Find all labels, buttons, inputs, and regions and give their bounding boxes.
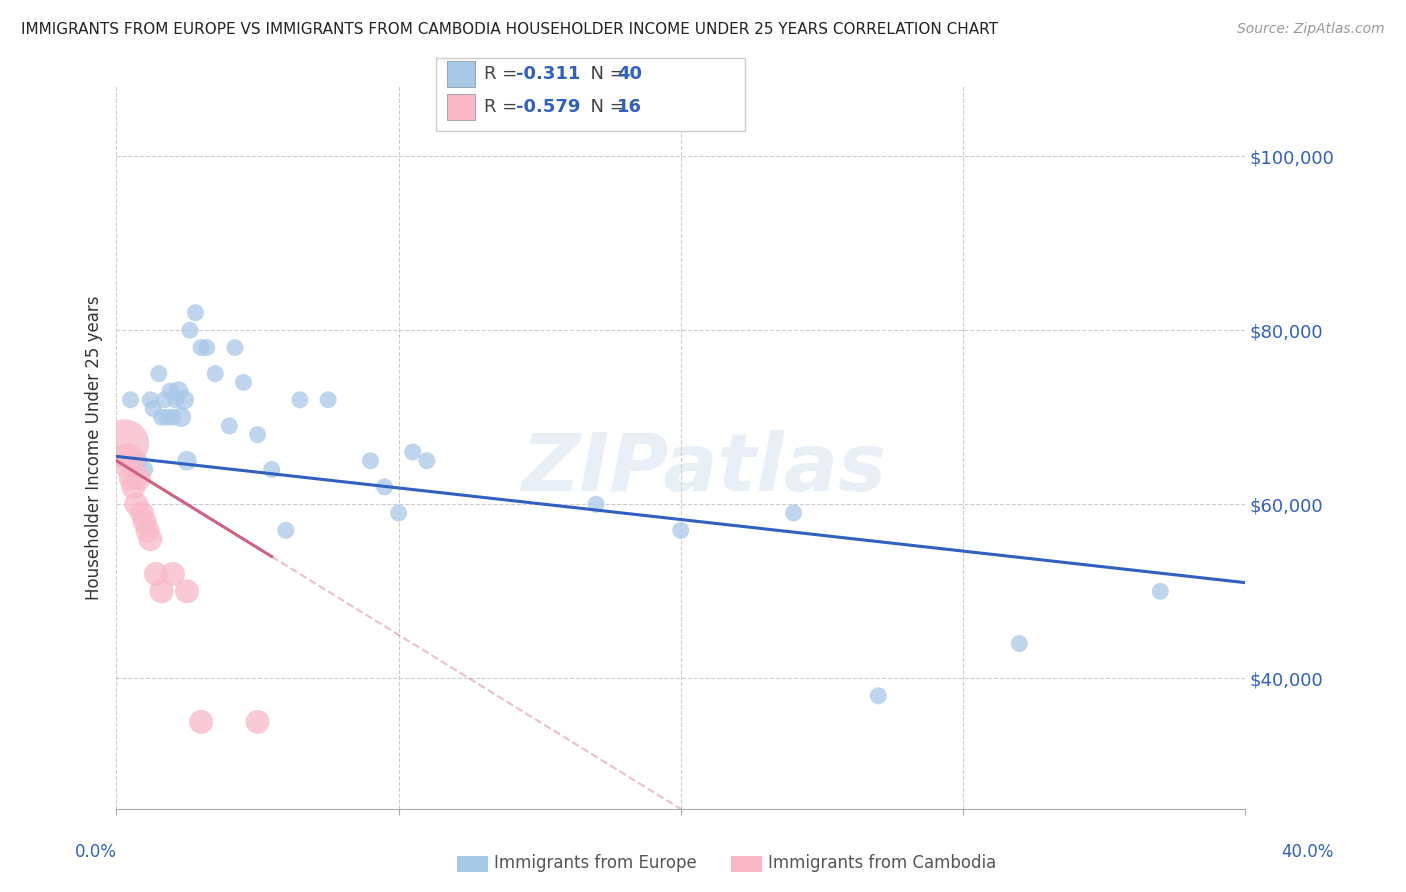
- Point: [316, 392, 339, 407]
- Point: [134, 462, 156, 476]
- Text: 0.0%: 0.0%: [75, 843, 117, 861]
- Point: [145, 566, 167, 581]
- Point: [128, 471, 150, 485]
- Text: 16: 16: [617, 98, 643, 116]
- Point: [373, 480, 395, 494]
- Point: [1149, 584, 1171, 599]
- Text: IMMIGRANTS FROM EUROPE VS IMMIGRANTS FROM CAMBODIA HOUSEHOLDER INCOME UNDER 25 Y: IMMIGRANTS FROM EUROPE VS IMMIGRANTS FRO…: [21, 22, 998, 37]
- Point: [120, 471, 142, 485]
- Text: ZIPatlas: ZIPatlas: [520, 430, 886, 508]
- Text: R =: R =: [484, 98, 523, 116]
- Point: [204, 367, 226, 381]
- Text: Source: ZipAtlas.com: Source: ZipAtlas.com: [1237, 22, 1385, 37]
- Point: [184, 306, 207, 320]
- Point: [139, 532, 162, 546]
- Text: N =: N =: [579, 98, 631, 116]
- Point: [125, 497, 148, 511]
- Point: [114, 436, 136, 450]
- Point: [117, 454, 139, 468]
- Point: [150, 584, 173, 599]
- Text: Immigrants from Cambodia: Immigrants from Cambodia: [768, 855, 995, 872]
- Point: [218, 418, 240, 433]
- Point: [232, 376, 254, 390]
- Point: [224, 341, 246, 355]
- Point: [585, 497, 607, 511]
- Point: [170, 410, 193, 425]
- Point: [260, 462, 283, 476]
- Point: [131, 506, 153, 520]
- Point: [190, 341, 212, 355]
- Point: [195, 341, 218, 355]
- Text: R =: R =: [484, 65, 523, 83]
- Point: [150, 410, 173, 425]
- Text: -0.311: -0.311: [516, 65, 581, 83]
- Point: [868, 689, 890, 703]
- Point: [359, 454, 381, 468]
- Point: [159, 384, 181, 398]
- Point: [153, 392, 176, 407]
- Text: -0.579: -0.579: [516, 98, 581, 116]
- Point: [136, 524, 159, 538]
- Point: [246, 427, 269, 442]
- Point: [173, 392, 195, 407]
- Point: [416, 454, 439, 468]
- Point: [156, 410, 179, 425]
- Text: 40.0%: 40.0%: [1281, 843, 1334, 861]
- Y-axis label: Householder Income Under 25 years: Householder Income Under 25 years: [86, 295, 103, 600]
- Text: N =: N =: [579, 65, 631, 83]
- Point: [402, 445, 425, 459]
- Text: 40: 40: [617, 65, 643, 83]
- Point: [1008, 637, 1031, 651]
- Point: [246, 714, 269, 729]
- Point: [122, 480, 145, 494]
- Point: [162, 410, 184, 425]
- Text: Immigrants from Europe: Immigrants from Europe: [494, 855, 696, 872]
- Point: [128, 454, 150, 468]
- Point: [167, 384, 190, 398]
- Point: [148, 367, 170, 381]
- Point: [165, 392, 187, 407]
- Point: [142, 401, 165, 416]
- Point: [139, 392, 162, 407]
- Point: [120, 392, 142, 407]
- Point: [669, 524, 692, 538]
- Point: [176, 584, 198, 599]
- Point: [134, 515, 156, 529]
- Point: [288, 392, 311, 407]
- Point: [176, 454, 198, 468]
- Point: [190, 714, 212, 729]
- Point: [782, 506, 804, 520]
- Point: [388, 506, 411, 520]
- Point: [179, 323, 201, 337]
- Point: [274, 524, 297, 538]
- Point: [162, 566, 184, 581]
